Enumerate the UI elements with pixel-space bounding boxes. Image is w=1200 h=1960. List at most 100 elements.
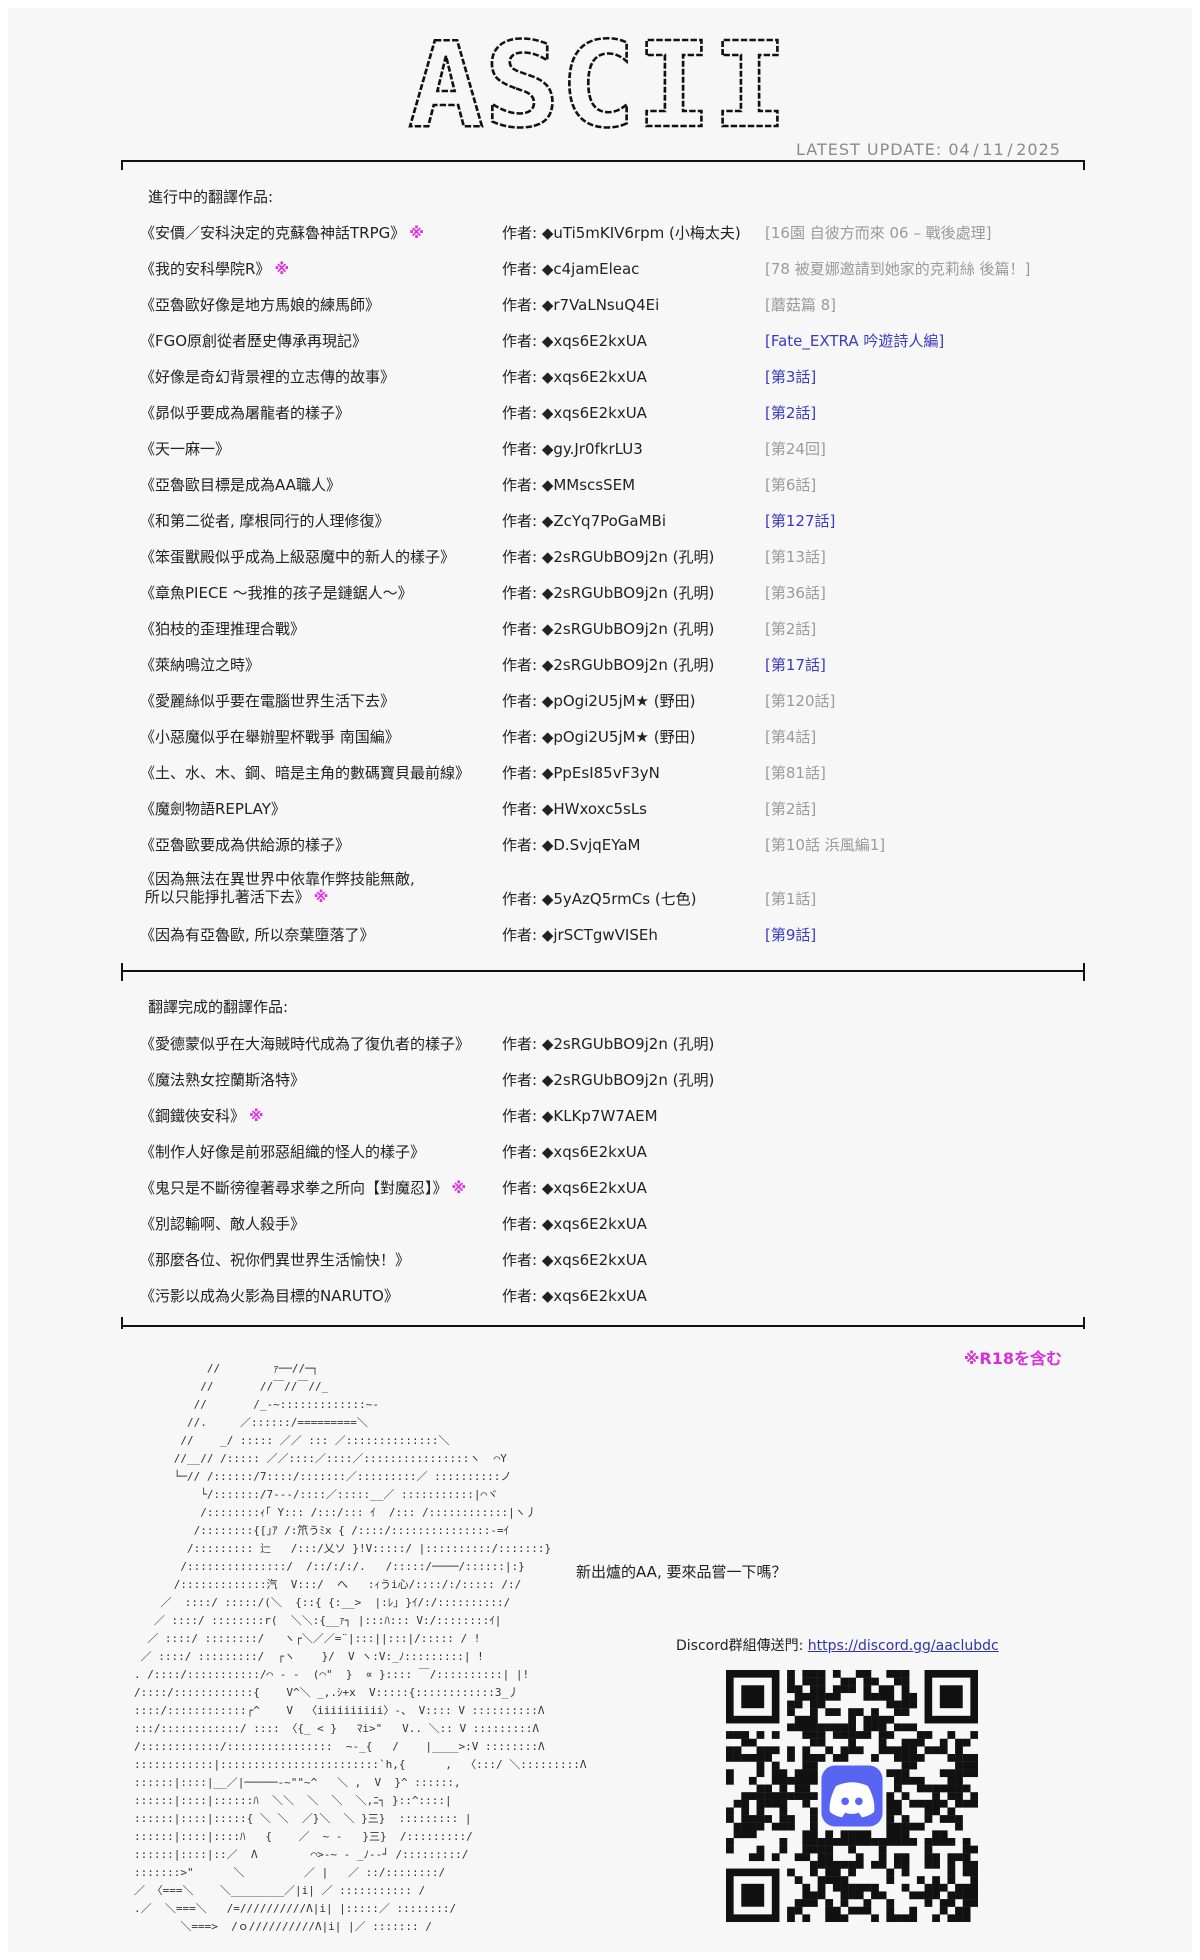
latest-chapter-link[interactable]: [第127話] [765, 512, 836, 530]
latest-chapter-link[interactable]: [第2話] [765, 404, 817, 422]
qr-module [932, 1746, 940, 1755]
qr-module [756, 1807, 765, 1816]
discord-qr-code[interactable] [726, 1670, 978, 1922]
qr-module [901, 1830, 910, 1839]
qr-module [939, 1883, 948, 1892]
work-title[interactable]: 《愛德蒙似乎在大海賊時代成為了復仇者的樣子》 [140, 1035, 471, 1053]
work-title[interactable]: 《鋼鐵俠安科》 ※ [140, 1107, 264, 1125]
qr-module [802, 1715, 811, 1724]
qr-finder [741, 1685, 765, 1709]
qr-module [748, 1754, 757, 1762]
latest-chapter-link[interactable]: [第81話] [765, 764, 826, 782]
qr-module [909, 1914, 918, 1922]
work-title[interactable]: 《小惡魔似乎在舉辦聖杯戰爭 南国編》 [140, 728, 400, 746]
qr-module [840, 1860, 849, 1869]
work-row: 《鋼鐵俠安科》 ※ 作者: ◆KLKp7W7AEM [8, 1096, 1192, 1132]
latest-chapter-link[interactable]: [第9話] [765, 926, 817, 944]
qr-module [787, 1868, 795, 1877]
qr-module [810, 1830, 818, 1839]
qr-module [817, 1838, 826, 1846]
work-title[interactable]: 《別認輸啊、敵人殺手》 [140, 1215, 306, 1233]
work-title[interactable]: 《亞魯歐目標是成為AA職人》 [140, 476, 341, 494]
work-title[interactable]: 《制作人好像是前邪惡組織的怪人的樣子》 [140, 1143, 426, 1161]
work-title[interactable]: 《魔法熟女控蘭斯洛特》 [140, 1071, 306, 1089]
ongoing-list: 《安價／安科決定的克蘇魯神話TRPG》 ※ 作者: ◆uTi5mKIV6rpm (小… [8, 213, 1192, 951]
qr-module [848, 1746, 856, 1755]
work-title[interactable]: 《我的安科學院R》 ※ [140, 260, 290, 278]
r18-mark: ※ [274, 260, 290, 278]
latest-chapter-link[interactable]: [第120話] [765, 692, 836, 710]
work-title[interactable]: 《FGO原創從者歷史傳承再現記》 [140, 332, 368, 350]
qr-module [848, 1883, 856, 1892]
qr-module [909, 1799, 918, 1808]
work-title[interactable]: 《那麼各位、祝你們異世界生活愉快！》 [140, 1251, 411, 1269]
latest-chapter-link[interactable]: [78 被夏娜邀請到她家的克莉絲 後篇！] [765, 260, 1031, 278]
work-title[interactable]: 《魔劍物語REPLAY》 [140, 800, 286, 818]
qr-module [878, 1860, 887, 1869]
qr-module [825, 1868, 834, 1877]
work-title[interactable]: 《狛枝的歪理推理合戰》 [140, 620, 306, 638]
latest-chapter-link[interactable]: [蘑菇篇 8] [765, 296, 837, 314]
qr-module [886, 1746, 895, 1755]
work-title[interactable]: 《和第二從者, 摩根同行的人理修復》 [140, 512, 390, 530]
qr-module [848, 1906, 856, 1915]
latest-chapter-link[interactable]: [第2話] [765, 620, 817, 638]
qr-module [962, 1914, 971, 1922]
qr-module [810, 1677, 818, 1686]
work-title[interactable]: 《污影以成為火影為目標的NARUTO》 [140, 1287, 399, 1305]
qr-module [886, 1868, 895, 1877]
qr-module [756, 1853, 765, 1862]
latest-chapter-link[interactable]: [第36話] [765, 584, 826, 602]
qr-module [871, 1677, 879, 1686]
latest-chapter-link[interactable]: [第17話] [765, 656, 826, 674]
latest-chapter-link[interactable]: [第2話] [765, 800, 817, 818]
qr-module [909, 1776, 918, 1785]
qr-module [871, 1708, 879, 1716]
work-title[interactable]: 《因為無法在異世界中依靠作弊技能無敵, 所以只能掙扎著活下去》 ※ [140, 870, 415, 906]
qr-module [932, 1853, 940, 1862]
work-title[interactable]: 《愛麗絲似乎要在電腦世界生活下去》 [140, 692, 396, 710]
qr-module [894, 1769, 902, 1778]
qr-module [901, 1792, 910, 1800]
work-title[interactable]: 《萊納鳴泣之時》 [140, 656, 261, 674]
latest-chapter-link[interactable]: [Fate_EXTRA 吟遊詩人編] [765, 332, 945, 350]
latest-chapter-link[interactable]: [第10話 浜風編1] [765, 836, 886, 854]
work-title[interactable]: 《土、水、木、鋼、暗是主角的數碼寶貝最前線》 [140, 764, 471, 782]
latest-chapter-link[interactable]: [第6話] [765, 476, 817, 494]
work-title[interactable]: 《天一麻一》 [140, 440, 231, 458]
qr-module [817, 1723, 826, 1732]
qr-module [840, 1731, 849, 1739]
discord-label: Discord群組傳送門: [676, 1638, 808, 1654]
qr-module [810, 1838, 818, 1846]
work-title[interactable]: 《章魚PIECE ～我推的孩子是鏈鋸人～》 [140, 584, 413, 602]
latest-chapter-link[interactable]: [16園 自彼方而來 06 – 戰後處理] [765, 224, 992, 242]
qr-module [901, 1692, 910, 1701]
work-title[interactable]: 《安價／安科決定的克蘇魯神話TRPG》 ※ [140, 224, 424, 242]
qr-module [817, 1670, 826, 1678]
qr-module [810, 1769, 818, 1778]
work-title[interactable]: 《因為有亞魯歐, 所以奈葉墮落了》 [140, 926, 375, 944]
latest-chapter-link[interactable]: [第1話] [765, 890, 817, 908]
qr-module [810, 1815, 818, 1823]
latest-chapter-link[interactable]: [第24回] [765, 440, 826, 458]
qr-module [947, 1860, 956, 1869]
qr-module [962, 1853, 971, 1862]
latest-chapter-link[interactable]: [第13話] [765, 548, 826, 566]
work-title[interactable]: 《亞魯歐好像是地方馬娘的練馬師》 [140, 296, 381, 314]
work-row: 《我的安科學院R》 ※ 作者: ◆c4jamEleac [78 被夏娜邀請到她家的克莉… [8, 249, 1192, 285]
work-title[interactable]: 《好像是奇幻背景裡的立志傳的故事》 [140, 368, 396, 386]
discord-link[interactable]: https://discord.gg/aaclubdc [807, 1638, 999, 1654]
work-title[interactable]: 《昴似乎要成為屠龍者的樣子》 [140, 404, 351, 422]
latest-chapter-link[interactable]: [第4話] [765, 728, 817, 746]
qr-module [909, 1723, 918, 1732]
qr-module [787, 1685, 795, 1694]
work-title[interactable]: 《鬼只是不斷徬徨著尋求拳之所向【對魔忍】》 ※ [140, 1179, 467, 1197]
qr-module [886, 1799, 895, 1808]
work-title[interactable]: 《亞魯歐要成為供給源的樣子》 [140, 836, 351, 854]
latest-chapter-link[interactable]: [第3話] [765, 368, 817, 386]
qr-module [741, 1799, 750, 1808]
work-title[interactable]: 《笨蛋獸殿似乎成為上級惡魔中的新人的樣子》 [140, 548, 456, 566]
qr-module [855, 1838, 864, 1846]
qr-module [802, 1891, 811, 1900]
qr-module [771, 1731, 780, 1739]
